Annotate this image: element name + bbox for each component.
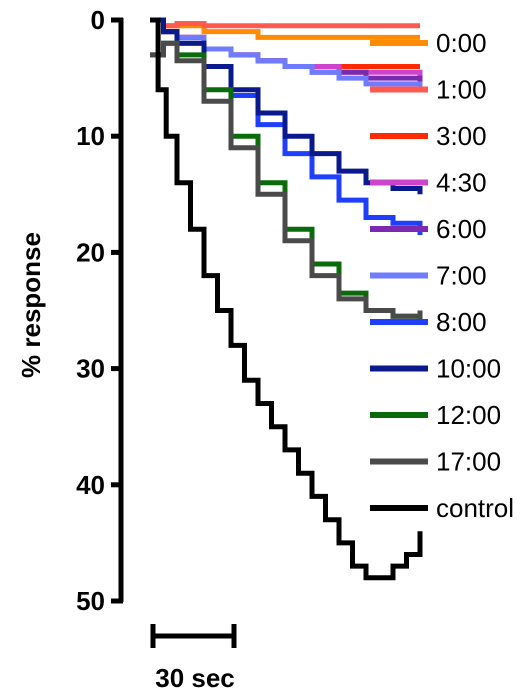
scale-bar-label: 30 sec: [155, 663, 235, 693]
y-ticks: 0 10 20 30 40 50: [76, 5, 123, 616]
y-tick-label-30: 30: [76, 354, 105, 384]
time-scale-bar: 30 sec: [150, 624, 237, 693]
legend-label-0-00: 0:00: [436, 28, 487, 58]
legend-label-control: control: [436, 493, 514, 523]
series-line-10-00: [150, 17, 423, 195]
series-line-control: [150, 17, 423, 581]
y-tick-label-20: 20: [76, 237, 105, 267]
legend-label-12-00: 12:00: [436, 400, 501, 430]
y-tick-label-0: 0: [91, 5, 105, 35]
legend-label-17-00: 17:00: [436, 447, 501, 477]
y-tick-label-50: 50: [76, 586, 105, 616]
plot-area: [150, 17, 423, 581]
legend-label-10-00: 10:00: [436, 354, 501, 384]
y-tick-label-10: 10: [76, 121, 105, 151]
legend-label-8-00: 8:00: [436, 307, 487, 337]
series-line-1-00: [150, 17, 420, 29]
legend: 0:00 1:00 3:00 4:30 6:00 7:00 8:00 10:00 12:00 17…: [370, 28, 514, 523]
legend-label-6-00: 6:00: [436, 214, 487, 244]
legend-label-7-00: 7:00: [436, 261, 487, 291]
legend-label-4-30: 4:30: [436, 168, 487, 198]
legend-label-1-00: 1:00: [436, 75, 487, 105]
y-axis: 0 10 20 30 40 50: [76, 5, 124, 616]
legend-label-3-00: 3:00: [436, 121, 487, 151]
series-line-4-30: [150, 17, 423, 79]
y-tick-label-40: 40: [76, 470, 105, 500]
y-axis-title: % response: [16, 232, 46, 378]
series-line-17-00: [150, 40, 423, 319]
